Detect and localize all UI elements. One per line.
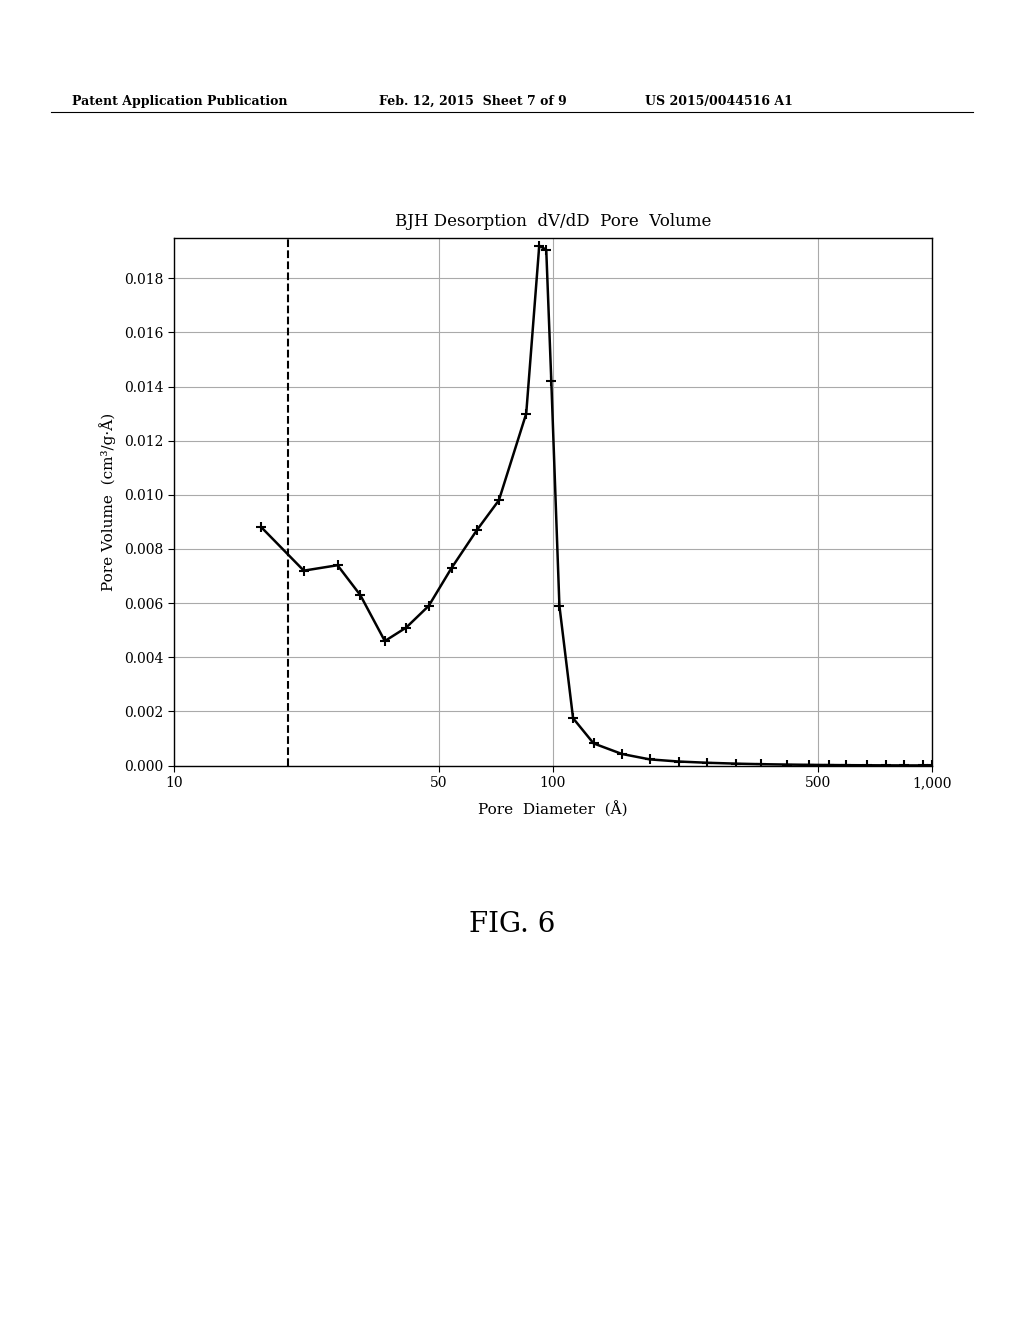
X-axis label: Pore  Diameter  (Å): Pore Diameter (Å) [478, 801, 628, 817]
Text: FIG. 6: FIG. 6 [469, 911, 555, 937]
Title: BJH Desorption  dV/dD  Pore  Volume: BJH Desorption dV/dD Pore Volume [395, 214, 711, 231]
Text: Patent Application Publication: Patent Application Publication [72, 95, 287, 108]
Text: US 2015/0044516 A1: US 2015/0044516 A1 [645, 95, 793, 108]
Text: Feb. 12, 2015  Sheet 7 of 9: Feb. 12, 2015 Sheet 7 of 9 [379, 95, 566, 108]
Y-axis label: Pore Volume  (cm³/g·Å): Pore Volume (cm³/g·Å) [99, 412, 116, 591]
